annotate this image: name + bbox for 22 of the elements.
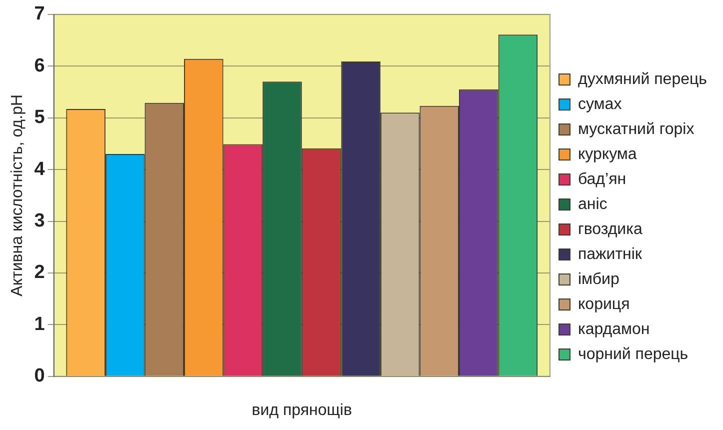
legend-label: аніс <box>578 196 608 213</box>
legend-label: пажитнік <box>578 246 643 263</box>
legend-label: чорний перець <box>578 346 688 363</box>
y-tick-label: 3 <box>34 210 45 232</box>
legend-label: бад’ян <box>578 170 626 188</box>
legend-label: духмяний перець <box>578 70 707 88</box>
y-tick-label: 1 <box>34 314 46 335</box>
legend-label: куркума <box>578 146 637 163</box>
y-tick-label: 5 <box>34 107 46 128</box>
x-axis-title: вид прянощів <box>252 402 352 419</box>
y-tick-label: 2 <box>34 262 45 284</box>
y-tick-label: 0 <box>34 366 45 387</box>
y-tick-label: 7 <box>34 4 45 25</box>
legend-label: сумах <box>578 96 622 113</box>
y-tick-label: 4 <box>34 158 46 180</box>
legend-label: мускатний горіх <box>578 120 694 138</box>
legend-label: кориця <box>578 296 630 313</box>
legend-label: гвоздика <box>578 220 642 238</box>
y-axis-title: Активна кислотність, од.рН <box>9 94 26 296</box>
legend-label: імбир <box>578 270 620 288</box>
legend-label: кардамон <box>578 320 650 338</box>
y-tick-label: 6 <box>34 55 45 76</box>
